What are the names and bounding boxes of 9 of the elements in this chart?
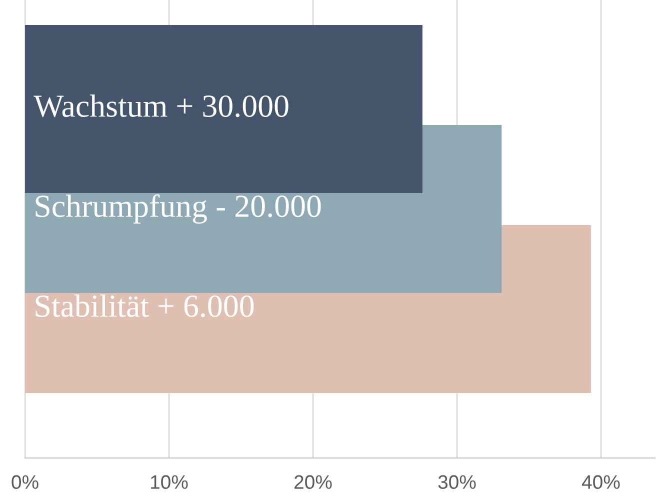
x-tick-label: 40% <box>582 475 620 489</box>
bar <box>25 25 422 193</box>
x-tick-label: 0% <box>12 475 38 489</box>
x-tick-label: 30% <box>438 475 476 489</box>
x-tick-label: 20% <box>294 475 332 489</box>
y-tick-label: Stabilität + 6.000 <box>36 294 254 318</box>
x-tick-label: 10% <box>151 475 188 489</box>
y-tick-label: Schrumpfung - 20.000 <box>36 194 321 224</box>
y-tick-label: Wachstum + 30.000 <box>34 94 288 118</box>
